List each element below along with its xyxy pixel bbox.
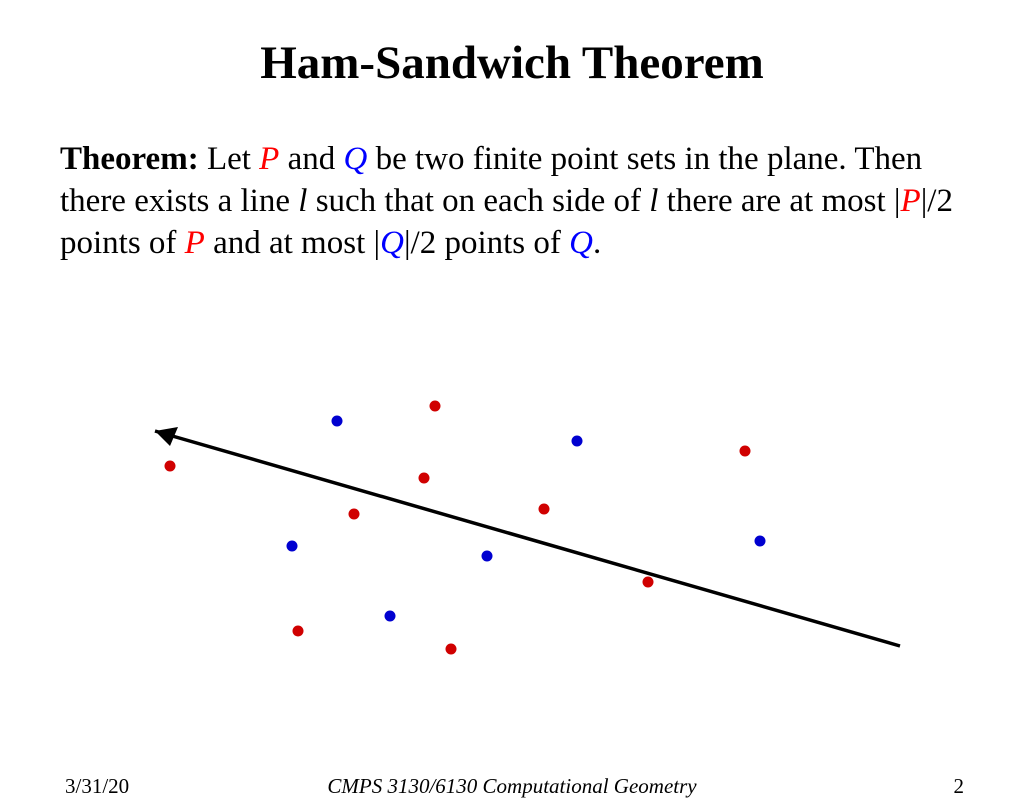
red-points-group <box>165 401 751 655</box>
blue-point <box>482 551 493 562</box>
sym-Q2: Q <box>380 225 404 261</box>
red-point <box>539 504 550 515</box>
t9: . <box>593 225 601 261</box>
t2: and <box>279 141 343 177</box>
blue-point <box>385 611 396 622</box>
sym-Q: Q <box>344 141 368 177</box>
sym-P: P <box>259 141 279 177</box>
theorem-diagram <box>0 386 1024 736</box>
red-point <box>740 446 751 457</box>
red-point <box>165 461 176 472</box>
t4: such that on each side of <box>307 183 649 219</box>
red-point <box>293 626 304 637</box>
red-point <box>446 644 457 655</box>
t7: and at most | <box>205 225 380 261</box>
blue-point <box>755 536 766 547</box>
bisector-line <box>155 431 900 646</box>
sym-Q3: Q <box>569 225 593 261</box>
theorem-text: Theorem: Let P and Q be two finite point… <box>60 138 964 265</box>
red-point <box>430 401 441 412</box>
blue-point <box>287 541 298 552</box>
t5: there are at most | <box>658 183 900 219</box>
theorem-label: Theorem: <box>60 141 199 177</box>
sym-P3: P <box>185 225 205 261</box>
sym-P2: P <box>901 183 921 219</box>
blue-point <box>572 436 583 447</box>
red-point <box>349 509 360 520</box>
red-point <box>643 577 654 588</box>
footer-course: CMPS 3130/6130 Computational Geometry <box>0 774 1024 799</box>
slide-title: Ham-Sandwich Theorem <box>0 36 1024 90</box>
t8: |/2 points of <box>404 225 569 261</box>
blue-point <box>332 416 343 427</box>
blue-points-group <box>287 416 766 622</box>
red-point <box>419 473 430 484</box>
footer-page-number: 2 <box>954 774 965 799</box>
t1: Let <box>199 141 259 177</box>
